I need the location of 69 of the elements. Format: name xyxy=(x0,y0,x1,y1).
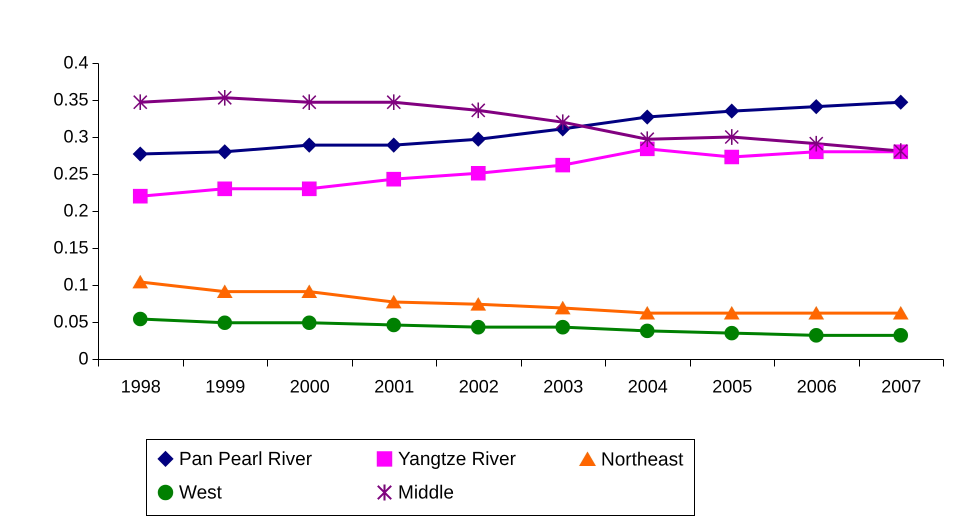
point xyxy=(470,132,486,146)
point xyxy=(893,328,908,343)
point xyxy=(386,138,402,152)
y-tick-label: 0.35 xyxy=(53,90,88,110)
x-tick-label: 2000 xyxy=(290,376,330,396)
legend-label: West xyxy=(179,482,223,504)
point xyxy=(217,89,232,106)
point xyxy=(386,172,402,186)
x-tick-label: 2004 xyxy=(628,376,668,396)
point xyxy=(217,182,232,196)
point xyxy=(724,326,740,340)
x-tick-label: 2003 xyxy=(543,376,584,396)
point xyxy=(132,146,148,162)
x-tick-label: 2002 xyxy=(458,376,499,396)
point xyxy=(132,312,148,326)
x-tick-label: 1999 xyxy=(205,376,246,396)
point xyxy=(470,102,486,119)
point xyxy=(640,130,655,148)
point xyxy=(386,318,402,332)
point xyxy=(724,306,740,320)
x-tick-label: 2007 xyxy=(881,376,922,396)
y-tick-label: 0.1 xyxy=(63,274,88,294)
point xyxy=(893,94,908,110)
point xyxy=(808,135,824,152)
legend-label: Pan Pearl River xyxy=(179,448,313,470)
x-tick-label: 2005 xyxy=(712,376,752,396)
legend-label: Middle xyxy=(398,482,454,504)
point xyxy=(302,182,317,196)
legend-label: Northeast xyxy=(601,449,684,470)
point xyxy=(132,276,148,288)
point xyxy=(386,94,402,111)
point xyxy=(724,150,740,164)
x-tick-label: 1998 xyxy=(120,376,161,396)
x-tick-label: 2006 xyxy=(796,376,837,396)
point xyxy=(555,158,570,172)
y-tick-label: 0.3 xyxy=(63,126,88,146)
point xyxy=(640,324,655,338)
point xyxy=(640,110,655,124)
point xyxy=(217,144,232,160)
y-tick-label: 0.15 xyxy=(53,238,88,258)
point xyxy=(302,315,317,330)
point xyxy=(470,166,486,181)
point xyxy=(470,320,486,334)
point xyxy=(808,328,824,343)
point xyxy=(132,94,148,111)
point xyxy=(893,306,908,320)
point xyxy=(555,320,570,334)
point xyxy=(302,138,317,152)
point xyxy=(217,315,232,330)
y-tick-label: 0 xyxy=(78,348,88,368)
point xyxy=(302,285,317,298)
point xyxy=(555,114,570,131)
point xyxy=(555,302,570,314)
point xyxy=(640,306,655,320)
x-tick-label: 2001 xyxy=(374,376,414,396)
point xyxy=(808,99,824,114)
point xyxy=(724,104,740,118)
point xyxy=(724,128,740,146)
point xyxy=(302,94,317,111)
y-tick-label: 0.05 xyxy=(53,312,88,332)
y-tick-label: 0.2 xyxy=(63,200,88,220)
point xyxy=(217,285,232,298)
y-tick-label: 0.25 xyxy=(53,164,88,184)
point xyxy=(808,306,824,320)
y-tick-label: 0.4 xyxy=(63,52,88,72)
point xyxy=(132,188,148,204)
legend-label: Yangtze River xyxy=(398,448,517,470)
point xyxy=(470,298,486,311)
point xyxy=(386,296,402,308)
